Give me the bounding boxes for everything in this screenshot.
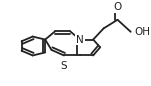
Text: N: N [76,35,84,45]
Text: O: O [113,2,122,12]
Text: S: S [61,61,67,71]
Text: OH: OH [134,27,150,37]
